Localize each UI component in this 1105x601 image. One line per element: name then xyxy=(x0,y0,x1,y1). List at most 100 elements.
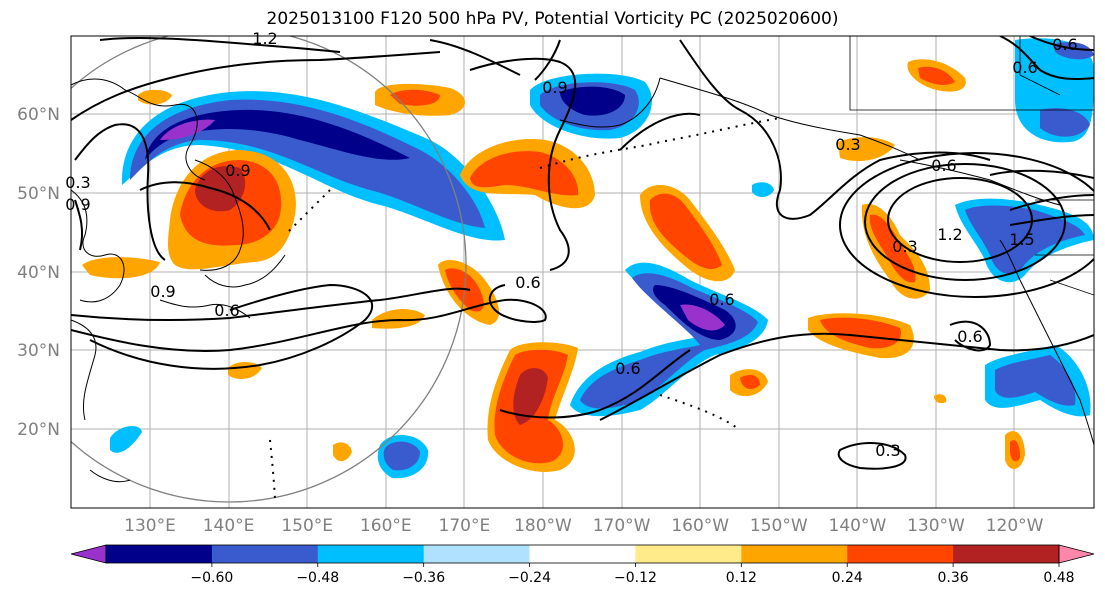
pv-contour xyxy=(599,332,1094,421)
pv-positive-anomaly-subtropical-peak xyxy=(513,368,548,425)
pv-contour xyxy=(619,112,701,151)
pv-positive-patch xyxy=(82,257,160,279)
coastlines xyxy=(71,77,1094,483)
pv-positive-anomaly xyxy=(820,317,901,349)
map-area xyxy=(71,36,1094,508)
colorbar-segment xyxy=(529,545,636,563)
longitude-label: 140°E xyxy=(203,516,255,536)
colorbar: −0.60 −0.48 −0.36 −0.24 −0.12 0.12 0.24 0.36 0.4… xyxy=(70,544,1095,586)
longitude-label: 160°E xyxy=(360,516,412,536)
pv-positive-patch xyxy=(934,394,947,404)
pv-contour-ring xyxy=(887,177,1033,263)
contour-label: 0.3 xyxy=(892,237,917,256)
longitude-label: 150°E xyxy=(281,516,333,536)
pv-contour xyxy=(1009,194,1094,211)
pv-contour xyxy=(989,169,1094,179)
colorbar-segment xyxy=(317,545,425,563)
latitude-label: 20°N xyxy=(17,420,60,440)
pv-contour xyxy=(429,39,521,76)
pv-contour xyxy=(534,39,561,81)
pv-positive-anomaly xyxy=(869,214,916,283)
colorbar-segment xyxy=(211,545,319,563)
longitude-label: 160°W xyxy=(671,516,729,536)
pv-contour xyxy=(837,442,907,470)
pv-contour xyxy=(99,36,341,53)
contour-label: 0.6 xyxy=(214,301,239,320)
contour-label: 0.9 xyxy=(150,282,175,301)
colorbar-segment xyxy=(953,545,1060,563)
longitude-label: 130°E xyxy=(124,516,176,536)
colorbar-label: −0.12 xyxy=(614,570,657,586)
pv-positive-anomaly-japan-peak xyxy=(195,166,246,212)
contour-label: 0.6 xyxy=(709,290,734,309)
pv-positive-patch xyxy=(138,89,172,105)
pv-positive-anomaly xyxy=(918,66,955,85)
pv-contour-lines xyxy=(71,36,1094,470)
longitude-label: 140°W xyxy=(829,516,887,536)
contour-labels: 1.2 0.9 0.6 0.3 0.9 0.9 0.9 0.6 0.6 0.6 0.3 0.6 0.3 1… xyxy=(65,29,1077,460)
contour-label: 0.9 xyxy=(65,195,90,214)
pv-negative-patch xyxy=(752,182,774,198)
contour-label: 1.2 xyxy=(937,225,962,244)
pv-positive-patch xyxy=(390,89,440,106)
pv-contour xyxy=(71,284,547,352)
latitude-label: 60°N xyxy=(17,105,60,125)
colorbar-label: −0.60 xyxy=(190,570,233,586)
island-chains xyxy=(269,117,781,501)
map-frame xyxy=(70,35,1095,509)
pv-contour xyxy=(1029,36,1094,51)
pv-positive-anomaly xyxy=(649,193,722,270)
pv-negative-anomaly-trough-peak xyxy=(680,304,725,331)
colorbar-frame xyxy=(105,544,1060,564)
pv-contour xyxy=(74,199,84,251)
longitude-label: 150°W xyxy=(750,516,808,536)
colorbar-label: 0.12 xyxy=(726,570,757,586)
colorbar-segment xyxy=(423,545,531,563)
pv-contour-ring xyxy=(839,152,1094,298)
contour-label: 0.3 xyxy=(875,441,900,460)
latitude-label: 50°N xyxy=(17,184,60,204)
longitude-label: 170°W xyxy=(593,516,651,536)
pv-positive-patch xyxy=(1010,440,1020,462)
pv-contour xyxy=(74,123,166,261)
pv-contour-ring xyxy=(864,163,1066,281)
pv-contour xyxy=(71,51,441,121)
colorbar-label: 0.48 xyxy=(1043,570,1074,586)
longitude-label: 170°E xyxy=(439,516,491,536)
pv-negative-anomaly xyxy=(1040,108,1090,137)
pv-contour xyxy=(679,39,991,220)
pv-contour xyxy=(499,349,691,419)
contour-label: 1.2 xyxy=(252,29,277,48)
contour-label: 0.6 xyxy=(615,359,640,378)
contour-label: 0.9 xyxy=(542,78,567,97)
pv-anomaly-fields xyxy=(82,38,1094,479)
pv-negative-anomaly-bering-strong xyxy=(560,86,625,116)
colorbar-segment xyxy=(106,545,213,563)
contour-label: 0.6 xyxy=(957,327,982,346)
pv-negative-anomaly xyxy=(995,355,1076,406)
longitude-label: 180°W xyxy=(514,516,572,536)
contour-label: 0.6 xyxy=(1012,58,1037,77)
latitude-label: 40°N xyxy=(17,263,60,283)
colorbar-segment xyxy=(847,545,954,563)
pv-positive-patch xyxy=(372,308,425,329)
contour-label: 0.6 xyxy=(1052,35,1077,54)
pv-negative-anomaly-core xyxy=(130,99,485,229)
latitude-label: 30°N xyxy=(17,341,60,361)
pv-positive-patch xyxy=(740,374,760,390)
colorbar-label: −0.36 xyxy=(402,570,445,586)
colorbar-extension-high xyxy=(1058,544,1095,564)
map-title: 2025013100 F120 500 hPa PV, Potential Vo… xyxy=(266,9,839,29)
pv-negative-patch xyxy=(110,426,142,453)
colorbar-label: 0.36 xyxy=(938,570,969,586)
latitude-labels: 60°N 50°N 40°N 30°N 20°N xyxy=(17,105,60,440)
pv-contour xyxy=(999,36,1094,80)
contour-label: 0.3 xyxy=(835,135,860,154)
contour-label: 1.5 xyxy=(1009,230,1034,249)
pv-contour xyxy=(71,287,471,322)
colorbar-segment xyxy=(741,545,848,563)
pv-negative-anomaly-peak xyxy=(160,119,215,140)
colorbar-label: 0.24 xyxy=(832,570,863,586)
pv-positive-anomaly-central-core xyxy=(470,151,579,196)
